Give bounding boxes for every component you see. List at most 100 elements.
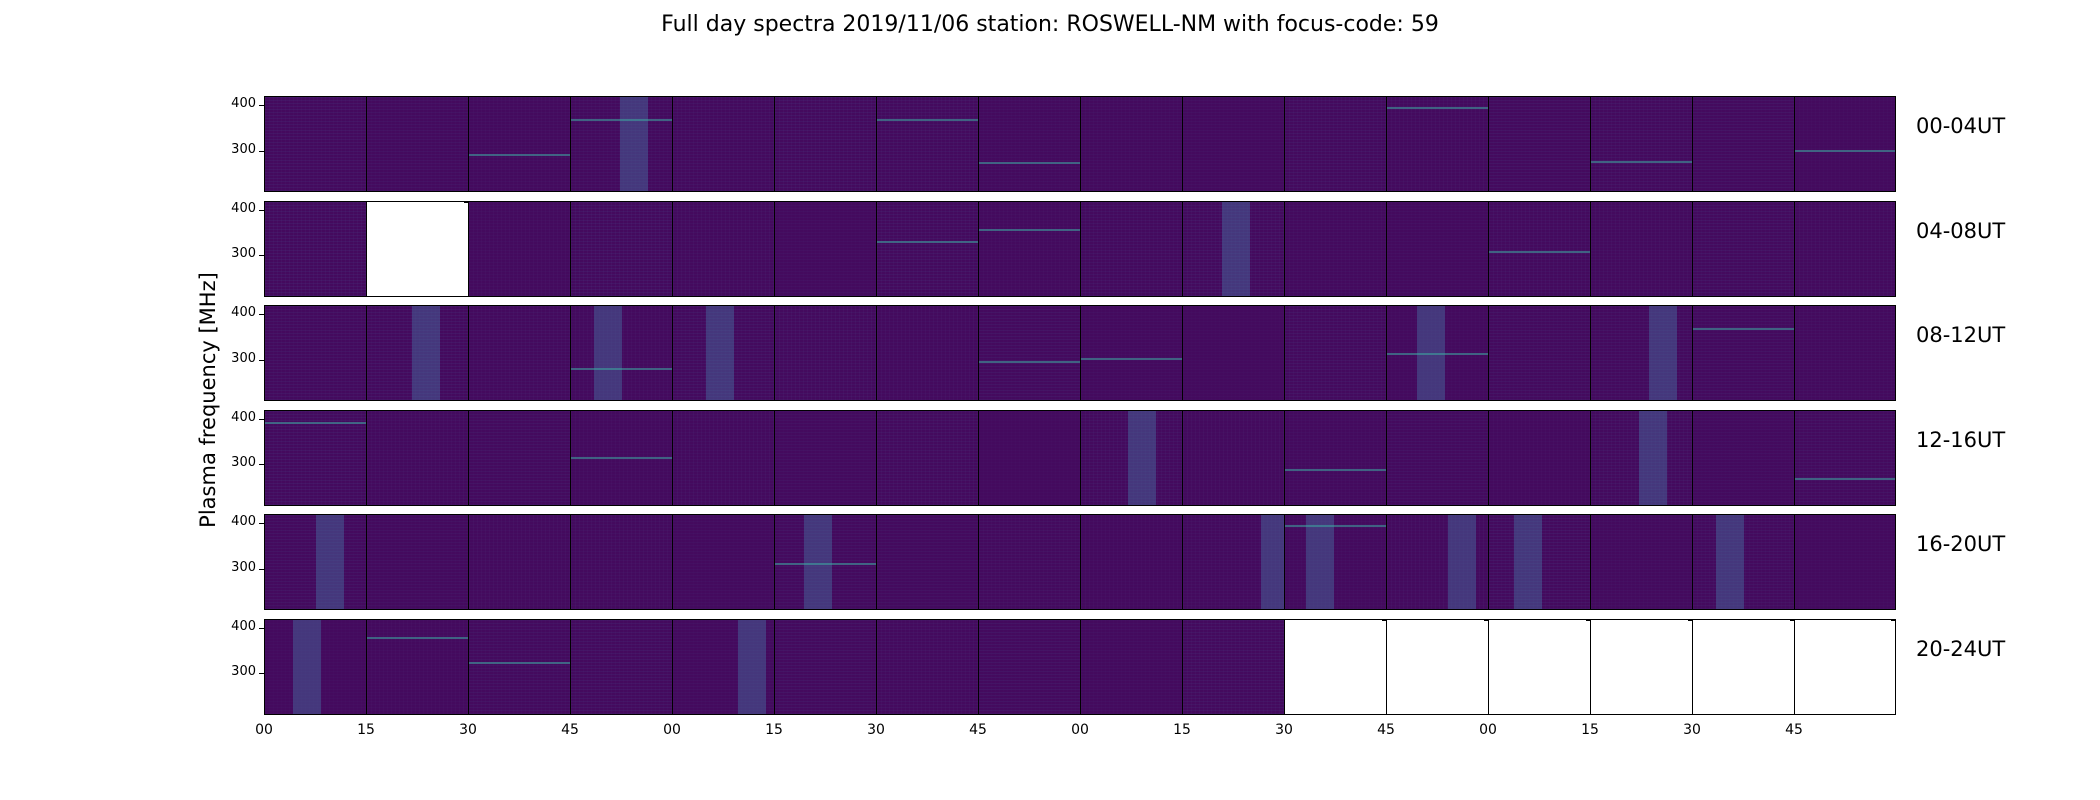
x-tick-label: 00: [1479, 722, 1497, 738]
row-time-label: 08-12UT: [1916, 323, 2006, 347]
spectrogram-panel: [1590, 409, 1692, 506]
spectrogram-panel: [264, 305, 366, 401]
spectrogram-panel: [468, 96, 570, 192]
spectrogram-panel: [876, 96, 978, 192]
spectrogram-panel: [978, 200, 1080, 297]
spectrogram-panel: [774, 200, 876, 297]
spectrogram-panel: [978, 409, 1080, 506]
spectrogram-panel: [1488, 200, 1590, 297]
spectrogram-panel: [366, 96, 468, 192]
spectrogram-panel: [774, 514, 876, 610]
y-tick-mark: [259, 314, 264, 316]
spectra-row: 400 300 00-04UT: [0, 96, 2100, 192]
spectrogram-panel: [978, 96, 1080, 192]
spectrogram-panel: [570, 409, 672, 506]
spectrogram-panel: [570, 200, 672, 297]
spectrogram-panel: [672, 409, 774, 506]
spectrogram-panel: [264, 618, 366, 715]
missing-data-panel: [1590, 618, 1692, 715]
spectrogram-panel: [1080, 409, 1182, 506]
spectrogram-panel: [1284, 96, 1386, 192]
spectrogram-panel: [1182, 200, 1284, 297]
spectrogram-panel: [1488, 514, 1590, 610]
x-tick-label: 45: [1377, 722, 1395, 738]
y-tick-label: 400: [231, 96, 256, 112]
spectrogram-panel: [1386, 514, 1488, 610]
y-tick-mark: [259, 568, 264, 570]
spectrogram-panel: [468, 305, 570, 401]
spectrogram-panel: [366, 618, 468, 715]
spectrogram-panel: [264, 96, 366, 192]
y-tick-label: 300: [231, 455, 256, 471]
row-time-label: 12-16UT: [1916, 427, 2006, 452]
spectra-row: 400 300 20-24UT: [0, 618, 2100, 715]
spectra-row: 400 300 08-12UT: [0, 305, 2100, 401]
spectra-row-panels: [264, 409, 1896, 506]
spectrogram-panel: [1386, 305, 1488, 401]
spectrogram-panel: [1386, 96, 1488, 192]
spectra-row-panels: [264, 305, 1896, 401]
spectrogram-panel: [876, 618, 978, 715]
spectrogram-panel: [1386, 200, 1488, 297]
spectrogram-panel: [1488, 409, 1590, 506]
y-tick-mark: [259, 209, 264, 211]
spectrogram-panel: [672, 514, 774, 610]
y-tick-label: 300: [231, 664, 256, 680]
spectrogram-panel: [1080, 618, 1182, 715]
spectrogram-panel: [672, 96, 774, 192]
x-tick-label: 00: [663, 722, 681, 738]
row-time-label: 04-08UT: [1916, 218, 2006, 243]
x-tick-label: 45: [1785, 722, 1803, 738]
spectrogram-panel: [1284, 200, 1386, 297]
spectrogram-panel: [570, 96, 672, 192]
y-tick-mark: [259, 150, 264, 152]
x-axis-ticks: 00 15 30 45 00 15 30 45 00 15 30 45 00 15 30 45: [0, 722, 2100, 746]
spectrogram-panel: [1692, 409, 1794, 506]
spectra-row: 400 300 12-16UT: [0, 409, 2100, 506]
spectrogram-panel: [1590, 96, 1692, 192]
y-tick-label: 400: [231, 200, 256, 216]
spectrogram-panel: [1794, 305, 1896, 401]
spectrogram-panel: [1692, 96, 1794, 192]
missing-data-panel: [1794, 618, 1896, 715]
x-tick-label: 30: [1275, 722, 1293, 738]
spectrogram-panel: [264, 514, 366, 610]
spectrogram-panel: [264, 200, 366, 297]
spectrogram-panel: [1182, 305, 1284, 401]
x-tick-label: 00: [1071, 722, 1089, 738]
row-time-label: 20-24UT: [1916, 636, 2006, 661]
spectrogram-panel: [1794, 200, 1896, 297]
spectrogram-panel: [774, 618, 876, 715]
missing-data-panel: [1488, 618, 1590, 715]
y-tick-mark: [259, 464, 264, 466]
spectrogram-panel: [264, 409, 366, 506]
row-time-label: 00-04UT: [1916, 114, 2006, 138]
x-tick-label: 15: [765, 722, 783, 738]
x-tick-label: 15: [1581, 722, 1599, 738]
missing-data-panel: [1692, 618, 1794, 715]
spectrogram-panel: [774, 409, 876, 506]
y-tick-label: 400: [231, 409, 256, 425]
spectrogram-panel: [366, 409, 468, 506]
spectrogram-panel: [1488, 96, 1590, 192]
missing-data-panel: [1284, 618, 1386, 715]
spectrogram-panel: [876, 409, 978, 506]
spectrogram-panel: [1080, 200, 1182, 297]
chart-title: Full day spectra 2019/11/06 station: ROS…: [661, 12, 1439, 37]
x-tick-label: 30: [459, 722, 477, 738]
spectrogram-panel: [672, 618, 774, 715]
spectrogram-panel: [1080, 514, 1182, 610]
spectrogram-panel: [1794, 514, 1896, 610]
missing-data-panel: [1386, 618, 1488, 715]
y-tick-label: 300: [231, 141, 256, 157]
spectra-row-panels: [264, 96, 1896, 192]
spectrogram-panel: [468, 200, 570, 297]
spectrogram-panel: [1488, 305, 1590, 401]
spectrogram-panel: [468, 618, 570, 715]
x-tick-label: 15: [1173, 722, 1191, 738]
y-tick-mark: [259, 418, 264, 420]
spectra-row: 400 300 16-20UT: [0, 514, 2100, 610]
spectrogram-panel: [366, 514, 468, 610]
spectrogram-panel: [1692, 514, 1794, 610]
spectrogram-panel: [1692, 305, 1794, 401]
